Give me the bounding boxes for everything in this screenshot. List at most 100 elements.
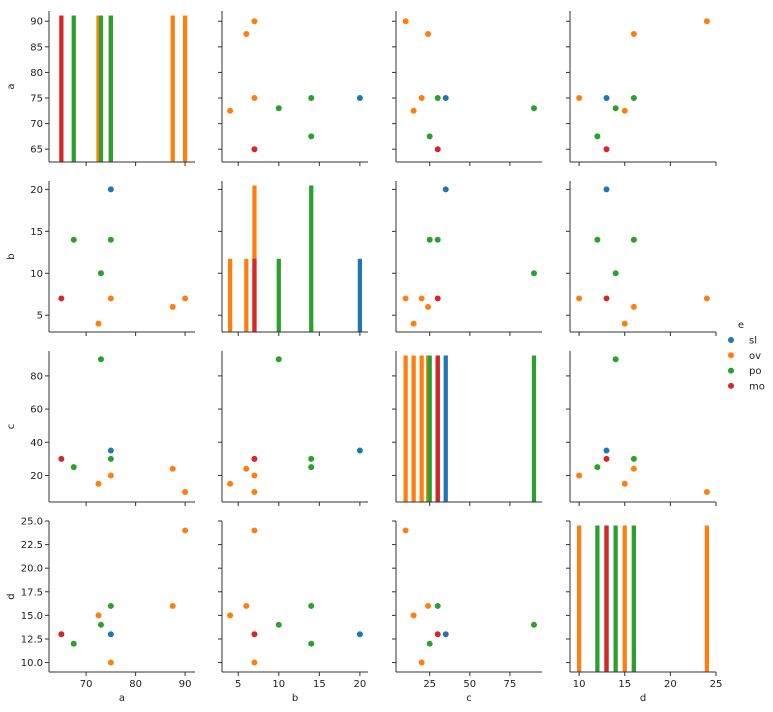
y-tick-label-d-25: 25.0 (21, 517, 43, 528)
histogram-bar-c-po-25 (427, 355, 432, 502)
scatter-point-d-a-5 (97, 621, 104, 628)
panel-d-vs-a (45, 520, 195, 676)
histogram-bar-a-ov-87-5 (170, 15, 175, 163)
x-tick-label-b-20: 20 (354, 679, 367, 690)
scatter-point-c-b-0 (356, 447, 363, 454)
y-axis-label-a: a (6, 83, 17, 89)
y-tick-label-c-20: 20 (30, 471, 43, 482)
scatter-point-c-a-5 (97, 356, 104, 363)
histogram-bar-d-mo-13 (604, 525, 609, 672)
scatter-point-d-c-0 (442, 631, 449, 638)
panel-d-vs-d (566, 520, 717, 676)
panel-c-vs-b (218, 351, 368, 506)
scatter-point-b-a-8 (58, 295, 65, 302)
histogram-bar-a-po-67-5 (71, 15, 76, 163)
scatter-point-a-c-7 (426, 133, 433, 140)
scatter-point-a-c-8 (434, 146, 441, 153)
scatter-point-a-d-3 (576, 95, 583, 102)
y-tick-label-d-15: 15.0 (21, 611, 43, 622)
scatter-point-d-c-5 (530, 621, 537, 628)
panel-b-vs-a (45, 181, 195, 336)
scatter-point-a-c-6 (434, 95, 441, 102)
scatter-point-c-b-3 (251, 472, 258, 479)
scatter-point-d-c-4 (410, 612, 417, 619)
legend-label-mo: mo (749, 381, 765, 392)
y-tick-label-c-60: 60 (30, 405, 43, 416)
scatter-point-b-a-6 (107, 236, 114, 243)
legend-marker-po (728, 367, 734, 374)
scatter-point-c-a-7 (70, 464, 77, 471)
scatter-point-b-c-6 (434, 236, 441, 243)
y-tick-label-c-40: 40 (30, 438, 43, 449)
scatter-point-b-c-2 (425, 303, 432, 310)
scatter-point-d-c-2 (425, 602, 432, 609)
scatter-point-c-b-8 (251, 455, 258, 462)
axis-labels: 65 70 75 80 85 90 5 10 15 20 20 40 60 80 10.0 12.5 15.0 1… (6, 17, 722, 704)
scatter-point-a-d-6 (630, 95, 637, 102)
histogram-bar-b-mo-7 (252, 258, 257, 332)
scatter-point-c-d-3 (576, 472, 583, 479)
histogram-bar-d-ov-24 (704, 525, 710, 672)
scatter-point-a-c-0 (442, 95, 449, 102)
scatter-point-d-c-7 (426, 640, 433, 647)
scatter-point-b-a-3 (107, 295, 114, 302)
histogram-bar-d-po-12 (595, 525, 600, 672)
panel-a-vs-d (566, 11, 717, 166)
panel-b-vs-d (566, 181, 717, 336)
scatter-point-c-a-6 (107, 455, 114, 462)
scatter-point-c-a-1 (182, 489, 189, 496)
scatter-point-d-a-2 (169, 602, 176, 609)
scatter-point-c-d-2 (630, 465, 637, 472)
scatter-point-a-d-1 (703, 18, 710, 25)
scatter-point-c-d-1 (703, 489, 710, 496)
histogram-bar-a-ov-72-5 (96, 15, 101, 163)
scatter-point-c-a-3 (107, 472, 114, 479)
y-tick-label-b-5: 5 (37, 311, 43, 322)
scatter-point-b-a-7 (70, 236, 77, 243)
scatter-point-a-c-4 (410, 107, 417, 114)
y-tick-label-a-80: 80 (30, 68, 43, 79)
x-tick-label-d-10: 10 (573, 679, 586, 690)
scatter-point-a-b-3 (251, 95, 258, 102)
scatter-point-b-c-5 (530, 270, 537, 277)
y-axis-label-c: c (6, 424, 17, 430)
scatter-point-a-b-4 (227, 107, 234, 114)
x-tick-label-d-15: 15 (618, 679, 631, 690)
scatter-point-d-b-2 (243, 602, 250, 609)
scatter-point-c-a-0 (107, 447, 114, 454)
scatter-point-d-b-7 (308, 640, 315, 647)
scatter-point-b-a-2 (169, 303, 176, 310)
scatter-point-d-a-8 (58, 631, 65, 638)
scatter-point-b-d-7 (594, 236, 601, 243)
panel-a-vs-c (392, 11, 542, 166)
legend: esl ov po mo (728, 320, 765, 392)
scatter-point-d-b-5 (275, 621, 282, 628)
legend-label-po: po (749, 366, 761, 377)
scatter-point-b-c-7 (426, 236, 433, 243)
scatter-point-c-b-2 (243, 465, 250, 472)
scatter-point-a-d-7 (594, 133, 601, 140)
scatter-point-d-c-6 (434, 602, 441, 609)
histogram-bar-d-ov-15 (622, 525, 627, 672)
histogram-bar-b-sl-20 (357, 258, 363, 332)
scatter-point-a-c-3 (418, 95, 425, 102)
y-tick-label-d-22-5: 22.5 (21, 540, 43, 551)
panel-a-vs-b (218, 11, 368, 166)
scatter-point-a-b-2 (243, 31, 250, 38)
scatter-point-d-b-6 (308, 602, 315, 609)
scatter-point-b-c-3 (418, 295, 425, 302)
y-tick-label-a-70: 70 (30, 119, 43, 130)
y-tick-label-b-20: 20 (30, 185, 43, 196)
y-tick-label-d-10: 10.0 (21, 658, 43, 669)
scatter-point-b-d-2 (630, 303, 637, 310)
scatter-point-c-b-1 (251, 489, 258, 496)
scatter-point-c-a-2 (169, 465, 176, 472)
scatter-point-d-b-8 (251, 631, 258, 638)
scatter-point-a-d-4 (621, 107, 628, 114)
scatter-point-c-d-6 (630, 455, 637, 462)
scatter-point-d-c-8 (434, 631, 441, 638)
scatter-point-c-a-8 (58, 455, 65, 462)
y-axis-label-d: d (6, 593, 17, 599)
histogram-bar-a-mo-65 (59, 15, 64, 163)
scatter-point-d-b-1 (251, 527, 258, 534)
